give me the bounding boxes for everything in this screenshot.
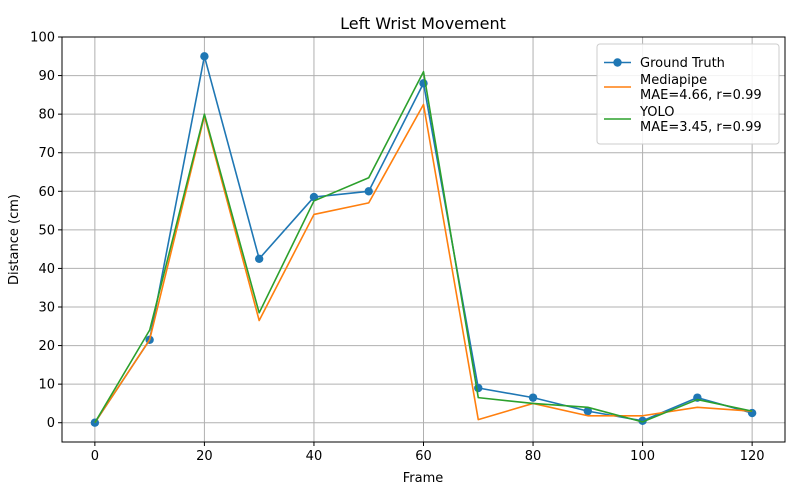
series-line xyxy=(94,70,753,424)
legend-label: YOLO xyxy=(639,105,674,120)
legend-label: Ground Truth xyxy=(640,56,725,71)
x-tick-label: 20 xyxy=(196,449,213,464)
x-axis-label: Frame xyxy=(403,471,444,486)
data-point xyxy=(474,383,483,393)
y-tick-label: 50 xyxy=(38,223,55,238)
legend-label: Mediapipe xyxy=(640,73,707,88)
series-layer xyxy=(90,52,757,427)
x-tick-label: 100 xyxy=(630,449,655,464)
data-point xyxy=(90,418,100,427)
y-tick-label: 100 xyxy=(30,31,55,46)
legend-entry: Ground Truth xyxy=(604,56,725,71)
y-tick-label: 0 xyxy=(47,416,55,431)
data-point xyxy=(200,52,209,61)
y-axis-label: Distance (cm) xyxy=(7,194,22,285)
legend-label: MAE=3.45, r=0.99 xyxy=(640,120,762,135)
y-axis-ticks: 0 10 20 30 40 50 60 70 80 90 100 xyxy=(30,31,62,431)
x-tick-label: 0 xyxy=(91,449,99,464)
y-tick-label: 80 xyxy=(38,108,55,123)
x-tick-label: 80 xyxy=(525,449,542,464)
chart-title: Left Wrist Movement xyxy=(340,14,506,33)
y-tick-label: 20 xyxy=(38,339,55,354)
legend-marker xyxy=(613,58,622,67)
legend-label: MAE=4.66, r=0.99 xyxy=(640,88,762,103)
data-point xyxy=(583,406,593,416)
y-tick-label: 90 xyxy=(38,69,55,84)
data-point xyxy=(528,393,538,402)
y-tick-label: 40 xyxy=(38,262,55,277)
y-tick-label: 30 xyxy=(38,301,55,316)
series-2 xyxy=(94,70,753,424)
x-tick-label: 120 xyxy=(740,449,765,464)
data-point xyxy=(638,416,647,425)
y-tick-label: 70 xyxy=(38,146,55,161)
data-point xyxy=(254,254,264,263)
data-point xyxy=(309,192,319,202)
y-tick-label: 60 xyxy=(38,185,55,200)
legend-box xyxy=(596,43,780,145)
y-tick-label: 10 xyxy=(38,378,55,393)
x-tick-label: 40 xyxy=(306,449,323,464)
data-point xyxy=(364,187,373,196)
x-tick-label: 60 xyxy=(415,449,432,464)
x-axis-ticks: 0 20 40 60 80 100 120 xyxy=(91,442,765,464)
